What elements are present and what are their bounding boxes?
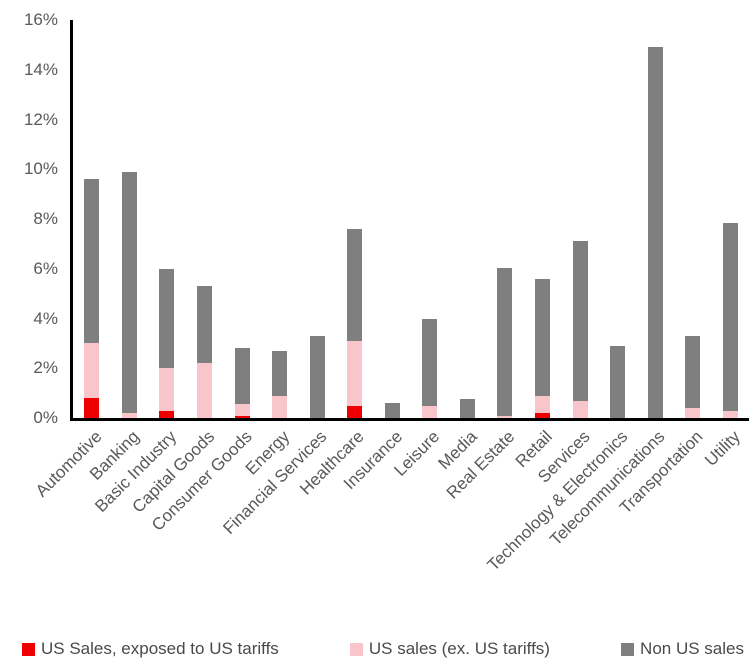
legend-swatch-icon <box>22 642 35 656</box>
bar-slot-technology-electronics <box>599 20 637 418</box>
bar-slot-banking <box>111 20 149 418</box>
legend-label: US Sales, exposed to US tariffs <box>41 639 279 658</box>
segment-non-us-sales-retail <box>535 278 551 396</box>
legend-item-us-sales-exposed-to-us-tariffs: US Sales, exposed to US tariffs <box>22 639 279 659</box>
bar-technology-electronics <box>610 345 626 418</box>
segment-us-sales-ex-us-tariffs-capital-goods <box>196 363 212 418</box>
segment-non-us-sales-consumer-goods <box>234 348 250 405</box>
bar-media <box>459 399 475 418</box>
bar-slot-financial-services <box>298 20 336 418</box>
segment-non-us-sales-basic-industry <box>159 268 175 369</box>
y-tick-label-2: 2% <box>33 358 58 378</box>
bar-automotive <box>84 179 100 418</box>
bar-insurance <box>384 403 400 418</box>
segment-us-sales-ex-us-tariffs-automotive <box>84 343 100 399</box>
y-tick-label-10: 10% <box>23 159 58 179</box>
segment-us-sales-exposed-to-us-tariffs-basic-industry <box>159 410 175 418</box>
segment-non-us-sales-financial-services <box>309 335 325 418</box>
segment-us-sales-ex-us-tariffs-services <box>572 400 588 418</box>
segment-us-sales-exposed-to-us-tariffs-healthcare <box>347 405 363 418</box>
segment-us-sales-exposed-to-us-tariffs-automotive <box>84 398 100 418</box>
bar-slot-insurance <box>374 20 412 418</box>
bar-slot-telecommunications <box>636 20 674 418</box>
legend: US Sales, exposed to US tariffs US sales … <box>22 639 744 659</box>
legend-label: Non US sales <box>640 639 744 658</box>
bar-basic-industry <box>159 268 175 418</box>
bar-slot-media <box>449 20 487 418</box>
bar-energy <box>272 350 288 418</box>
y-tick-label-8: 8% <box>33 209 58 228</box>
segment-us-sales-ex-us-tariffs-retail <box>535 395 551 414</box>
bar-leisure <box>422 318 438 418</box>
bar-financial-services <box>309 335 325 418</box>
bar-transportation <box>685 335 701 418</box>
segment-non-us-sales-leisure <box>422 318 438 406</box>
bar-retail <box>535 278 551 418</box>
segment-non-us-sales-automotive <box>84 179 100 344</box>
y-tick-label-4: 4% <box>33 308 58 328</box>
bar-capital-goods <box>196 286 212 418</box>
segment-us-sales-ex-us-tariffs-healthcare <box>347 340 363 406</box>
y-tick-label-14: 14% <box>23 59 58 79</box>
segment-non-us-sales-real-estate <box>497 267 513 416</box>
legend-label: US sales (ex. US tariffs) <box>368 639 550 658</box>
segment-non-us-sales-telecommunications <box>647 47 663 418</box>
segment-non-us-sales-media <box>459 399 475 418</box>
bar-consumer-goods <box>234 348 250 418</box>
segment-non-us-sales-banking <box>121 171 137 414</box>
segment-non-us-sales-insurance <box>384 403 400 418</box>
segment-non-us-sales-transportation <box>685 335 701 409</box>
segment-us-sales-ex-us-tariffs-leisure <box>422 405 438 418</box>
segment-non-us-sales-capital-goods <box>196 286 212 364</box>
bar-slot-healthcare <box>336 20 374 418</box>
y-tick-label-16: 16% <box>23 10 58 29</box>
bar-slot-retail <box>524 20 562 418</box>
segment-us-sales-exposed-to-us-tariffs-consumer-goods <box>234 415 250 418</box>
bar-slot-automotive <box>73 20 111 418</box>
y-tick-label-12: 12% <box>23 109 58 129</box>
segment-non-us-sales-technology-electronics <box>610 345 626 418</box>
segment-us-sales-ex-us-tariffs-basic-industry <box>159 368 175 411</box>
legend-item-us-sales-ex-us-tariffs: US sales (ex. US tariffs) <box>349 639 550 659</box>
bar-slot-consumer-goods <box>223 20 261 418</box>
legend-swatch-icon <box>349 642 363 656</box>
bar-telecommunications <box>647 47 663 418</box>
segment-non-us-sales-services <box>572 241 588 401</box>
bar-real-estate <box>497 267 513 418</box>
bar-slot-transportation <box>674 20 712 418</box>
segment-us-sales-ex-us-tariffs-utility <box>722 410 738 418</box>
y-tick-label-0: 0% <box>33 408 58 427</box>
segment-us-sales-ex-us-tariffs-energy <box>272 395 288 418</box>
bar-utility <box>722 222 738 418</box>
x-category-label-utility: Utility <box>700 427 744 470</box>
bar-slot-real-estate <box>486 20 524 418</box>
segment-us-sales-ex-us-tariffs-banking <box>121 413 137 418</box>
bars-layer <box>73 20 749 418</box>
segment-non-us-sales-healthcare <box>347 228 363 341</box>
y-tick-label-6: 6% <box>33 258 58 278</box>
segment-non-us-sales-energy <box>272 350 288 396</box>
legend-swatch-icon <box>621 642 635 656</box>
segment-us-sales-ex-us-tariffs-transportation <box>685 408 701 418</box>
bar-slot-utility <box>712 20 750 418</box>
bar-slot-leisure <box>411 20 449 418</box>
bar-banking <box>121 171 137 418</box>
legend-item-non-us-sales: Non US sales <box>621 639 744 659</box>
segment-us-sales-ex-us-tariffs-consumer-goods <box>234 404 250 416</box>
bar-services <box>572 241 588 418</box>
segment-non-us-sales-utility <box>722 222 738 411</box>
bar-slot-capital-goods <box>186 20 224 418</box>
bar-slot-basic-industry <box>148 20 186 418</box>
bar-healthcare <box>347 228 363 418</box>
segment-us-sales-ex-us-tariffs-real-estate <box>497 415 513 418</box>
bar-slot-energy <box>261 20 299 418</box>
plot-area <box>70 20 749 421</box>
segment-us-sales-exposed-to-us-tariffs-retail <box>535 413 551 418</box>
bar-slot-services <box>561 20 599 418</box>
